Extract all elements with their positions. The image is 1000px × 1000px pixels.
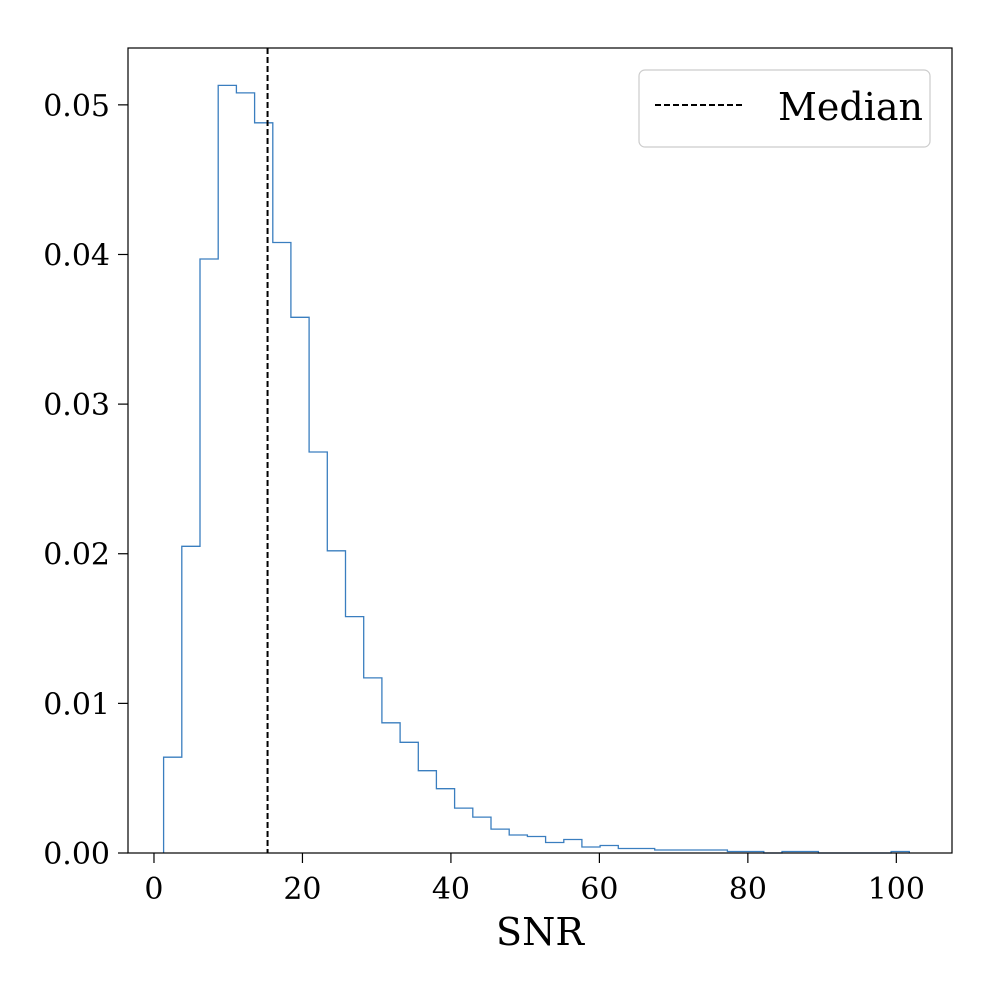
x-tick-label: 80 bbox=[729, 872, 767, 907]
x-axis: 0 20 40 60 80 100 bbox=[144, 853, 925, 907]
x-tick-label: 0 bbox=[144, 872, 163, 907]
legend-median-label: Median bbox=[778, 85, 923, 129]
x-tick-label: 100 bbox=[868, 872, 925, 907]
histogram-series-line bbox=[162, 84, 910, 854]
plot-frame bbox=[127, 47, 953, 854]
x-axis-label: SNR bbox=[496, 910, 585, 954]
y-tick-label: 0.02 bbox=[43, 538, 110, 573]
y-tick-label: 0.00 bbox=[43, 837, 110, 872]
x-tick-label: 40 bbox=[432, 872, 470, 907]
x-tick-label: 20 bbox=[283, 872, 321, 907]
legend: Median bbox=[638, 69, 931, 148]
x-tick-label: 60 bbox=[580, 872, 618, 907]
y-tick-label: 0.03 bbox=[43, 388, 110, 423]
y-tick-label: 0.05 bbox=[43, 89, 110, 124]
y-axis: 0.00 0.01 0.02 0.03 0.04 0.05 bbox=[43, 89, 128, 872]
y-tick-label: 0.04 bbox=[43, 238, 110, 273]
legend-box bbox=[638, 69, 931, 148]
y-tick-label: 0.01 bbox=[43, 687, 110, 722]
